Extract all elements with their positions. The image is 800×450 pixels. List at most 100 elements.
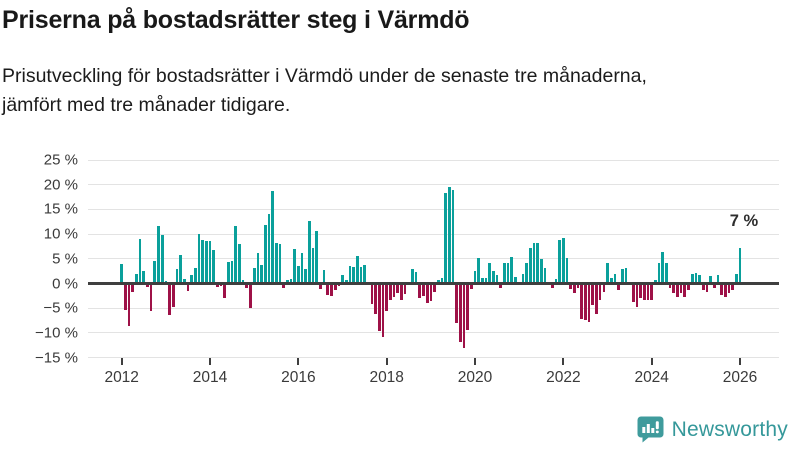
bar (212, 249, 216, 284)
bar (120, 263, 124, 284)
bar (300, 252, 304, 284)
bar (668, 283, 672, 289)
bar (146, 283, 149, 288)
bar (160, 235, 164, 284)
bar (352, 266, 355, 284)
bar (333, 283, 337, 291)
bar (157, 225, 160, 284)
bar (326, 283, 330, 296)
bar (676, 283, 679, 297)
bar (263, 224, 267, 284)
bar (539, 258, 543, 284)
bar (646, 283, 650, 301)
bar (429, 283, 433, 301)
bar (230, 261, 234, 284)
bar (433, 283, 436, 292)
bar (521, 273, 525, 284)
bar (403, 283, 407, 295)
bar (274, 242, 278, 284)
bar (617, 283, 620, 291)
bar (142, 271, 146, 284)
bar (293, 249, 297, 284)
bar (418, 283, 422, 299)
bar (694, 272, 698, 284)
bar (447, 186, 451, 284)
bar (598, 283, 602, 301)
gridline (88, 332, 779, 334)
x-axis-label: 2018 (369, 369, 404, 386)
bar (602, 283, 606, 292)
x-axis-label: 2012 (104, 369, 139, 386)
bar (355, 256, 359, 284)
bar (377, 283, 381, 332)
chart-subtitle: Prisutveckling för bostadsrätter i Värmd… (2, 65, 647, 116)
bar (510, 256, 514, 284)
bar (168, 283, 171, 315)
bar (392, 283, 396, 297)
x-axis-tick (739, 358, 742, 365)
bar (344, 279, 348, 284)
bar (179, 255, 182, 284)
bar (569, 283, 573, 290)
bar (506, 262, 510, 284)
y-axis-label: 0 % (52, 275, 78, 292)
bar (289, 278, 293, 284)
bar (197, 233, 201, 284)
bar (315, 231, 319, 284)
bar (131, 283, 135, 293)
bar (260, 265, 263, 284)
bar (536, 242, 539, 284)
bar (381, 283, 385, 337)
bar (554, 278, 558, 284)
bar (153, 260, 157, 284)
bar (665, 262, 668, 284)
bar (484, 277, 488, 284)
bar (252, 267, 256, 284)
bar (311, 248, 315, 284)
x-axis-tick (209, 358, 212, 365)
bar (186, 283, 190, 291)
gridline (88, 258, 779, 260)
bar (308, 220, 311, 284)
x-axis-tick (385, 358, 388, 365)
bar (639, 283, 642, 299)
bar (679, 283, 683, 294)
bar (525, 262, 528, 284)
y-axis-label: 5 % (52, 250, 78, 268)
bar (470, 283, 473, 290)
x-axis-tick (297, 358, 300, 365)
gridline (88, 357, 779, 359)
newsworthy-logo: Newsworthy (636, 415, 788, 444)
bar (720, 283, 723, 295)
bar (727, 283, 731, 294)
y-axis-label: −15 % (35, 349, 78, 367)
bar (690, 273, 694, 284)
x-axis-tick (650, 358, 653, 365)
y-axis-label: 25 % (43, 151, 78, 169)
bar (359, 267, 363, 284)
bar (705, 283, 709, 293)
bar (205, 241, 208, 284)
bar (249, 283, 252, 309)
bar (731, 283, 734, 290)
bar (256, 253, 260, 284)
y-axis-label: 15 % (43, 200, 78, 218)
y-axis-label: −10 % (35, 324, 78, 342)
bar (738, 247, 742, 284)
bar (466, 283, 469, 330)
bar (712, 283, 716, 289)
bar (683, 283, 687, 298)
gridline (88, 307, 779, 309)
bar (241, 279, 245, 284)
bar (642, 283, 646, 301)
bar (216, 283, 219, 287)
bar (587, 283, 591, 323)
bar (425, 283, 429, 303)
bar (609, 277, 613, 284)
x-axis-tick (120, 358, 123, 365)
zero-baseline (88, 282, 779, 285)
bar (278, 243, 282, 284)
bar (458, 283, 462, 342)
bar (135, 273, 138, 284)
bar (565, 258, 569, 284)
